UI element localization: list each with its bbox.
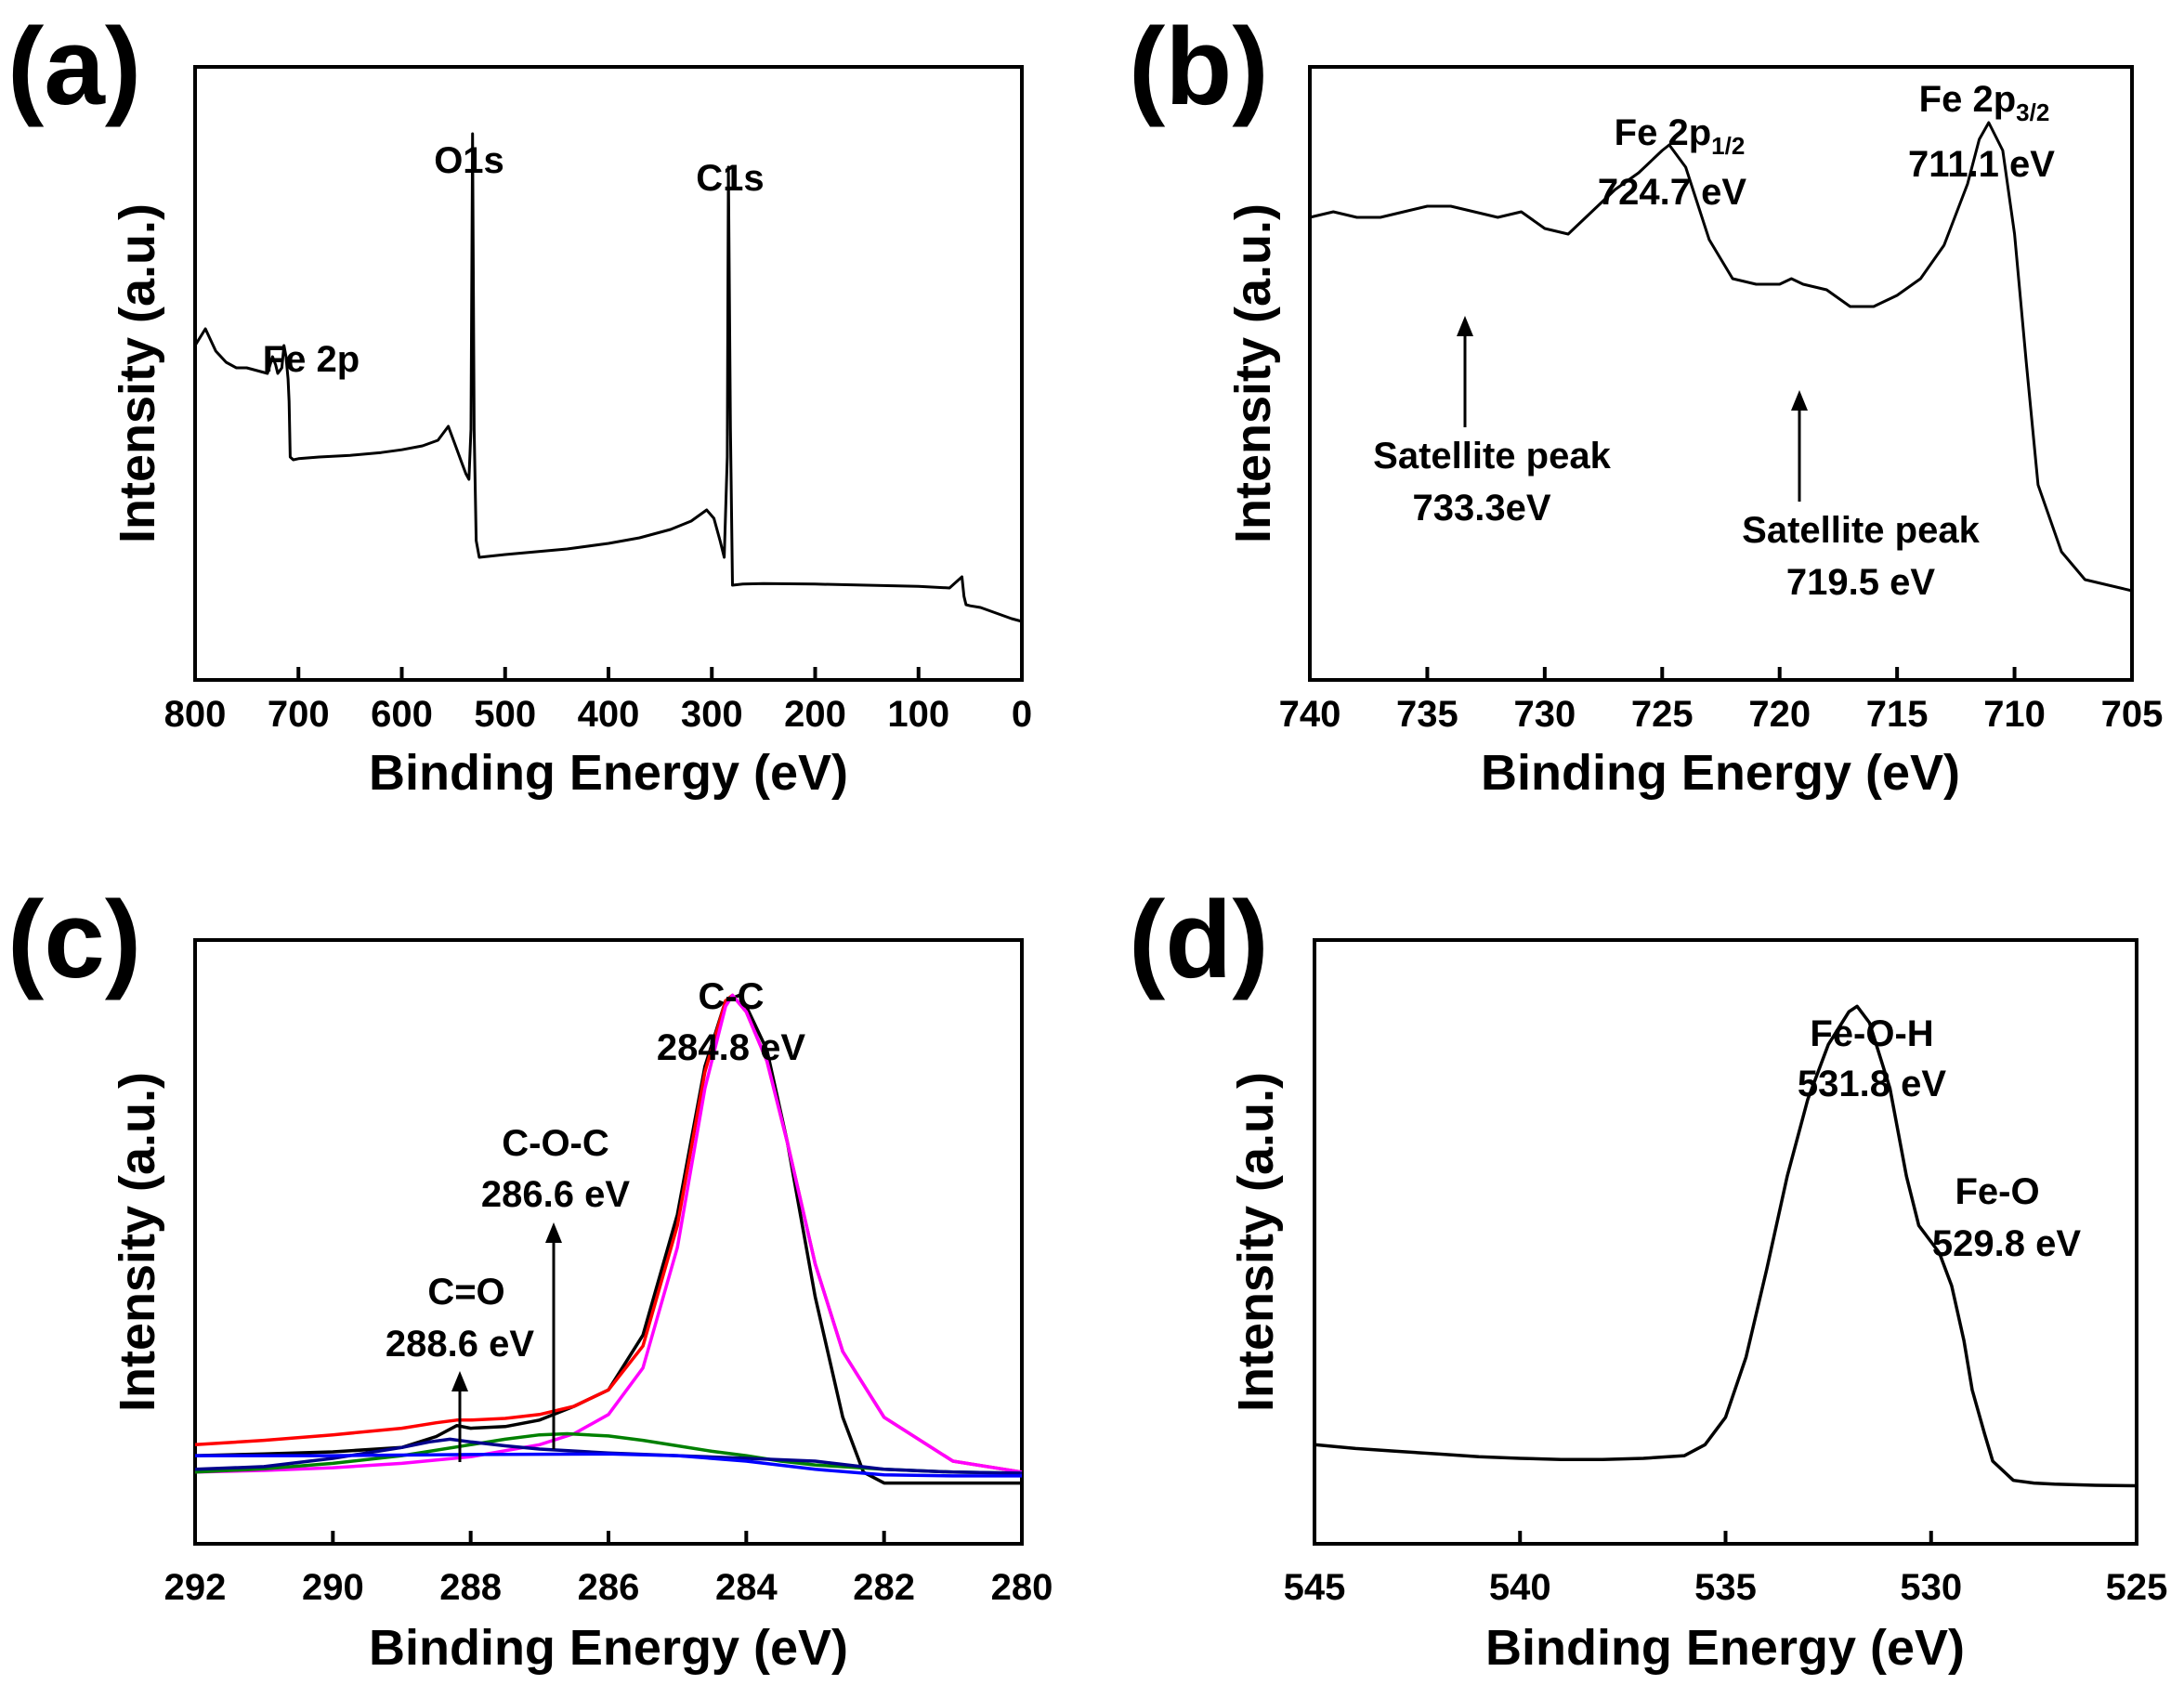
x-tick-label: 705 [2101, 694, 2164, 735]
x-tick-label: 800 [164, 694, 227, 735]
x-tick-label: 725 [1631, 694, 1694, 735]
x-axis-title-b: Binding Energy (eV) [1481, 745, 1960, 801]
x-tick-label: 284 [715, 1567, 778, 1608]
annotation-co-value: 288.6 eV [386, 1324, 534, 1365]
plot-frame-b [1308, 65, 2134, 682]
y-axis-title-b: Intensity (a.u.) [1225, 203, 1281, 543]
annotation-fe2p32: Fe 2p3/2 [1919, 79, 2050, 126]
x-tick-label: 540 [1489, 1567, 1551, 1608]
arrowhead-satellite-719 [1791, 390, 1808, 411]
y-axis-title-d: Intensity (a.u.) [1228, 1072, 1284, 1412]
x-tick-label: 200 [784, 694, 846, 735]
x-axis-title-a: Binding Energy (eV) [369, 745, 848, 801]
x-tick-label: 100 [887, 694, 949, 735]
series-line-c-o [194, 1437, 1023, 1475]
annotation-fe2p32-sub: 3/2 [2016, 98, 2049, 126]
arrowhead-coc [545, 1222, 562, 1243]
panel-label-b: (b) [1129, 6, 1269, 128]
y-axis-title-c: Intensity (a.u.) [110, 1072, 165, 1412]
annotation-coc-value: 286.6 eV [481, 1174, 630, 1215]
series-line-o-1s [1314, 1004, 2138, 1488]
x-tick-label: 535 [1694, 1567, 1757, 1608]
series-line-c-c [194, 993, 1023, 1474]
annotation-cc: C-C [698, 976, 764, 1017]
series-lines-d [1314, 1004, 2138, 1488]
x-tick-label: 720 [1748, 694, 1811, 735]
x-tick-label: 290 [302, 1567, 364, 1608]
panel-d: (d) 545 540 535 530 525 Binding Energy (eV) … [1129, 879, 2167, 1676]
x-tick-label: 730 [1513, 694, 1576, 735]
annotation-feo: Fe-O [1955, 1171, 2039, 1212]
series-line-survey [193, 132, 1023, 623]
x-tick-label: 400 [578, 694, 640, 735]
panel-c: (c) 292 290 288 286 284 282 280 Binding Energy… [7, 879, 1053, 1676]
arrowhead-satellite-733 [1457, 316, 1473, 336]
annotation-o1s: O1s [434, 140, 504, 181]
annotation-satellite-733-value: 733.3eV [1412, 488, 1550, 529]
panel-label-a: (a) [7, 6, 141, 128]
x-tick-label: 0 [1012, 694, 1032, 735]
x-axis-title-c: Binding Energy (eV) [369, 1620, 848, 1676]
x-tick-label: 280 [991, 1567, 1053, 1608]
panel-b: (b) 740 735 730 725 720 715 710 705 Binding Ene… [1129, 6, 2163, 801]
series-lines-a [193, 132, 1023, 623]
series-line-c-o-c [194, 1431, 1023, 1475]
y-axis-title-a: Intensity (a.u.) [110, 203, 165, 543]
annotation-coc: C-O-C [502, 1123, 609, 1164]
panel-label-c: (c) [7, 879, 141, 1001]
panel-label-d: (d) [1129, 879, 1269, 1001]
annotation-c1s: C1s [696, 158, 764, 199]
x-tick-label: 715 [1866, 694, 1929, 735]
annotation-fe2p: Fe 2p [263, 339, 360, 380]
series-lines-c [194, 993, 1023, 1485]
annotation-fe2p12: Fe 2p1/2 [1615, 112, 1746, 160]
series-line-fe-2p [1309, 121, 2133, 593]
x-tick-label: 735 [1396, 694, 1458, 735]
annotation-feoh-value: 531.8 eV [1798, 1064, 1946, 1104]
annotation-co: C=O [427, 1272, 504, 1313]
panel-a: (a) 800 700 600 500 400 300 200 100 0 Binding En… [7, 6, 1032, 801]
annotation-satellite-733: Satellite peak [1373, 436, 1611, 477]
x-ticks-b: 740 735 730 725 720 715 710 705 [1279, 667, 2164, 735]
x-tick-label: 525 [2106, 1567, 2168, 1608]
x-tick-label: 740 [1279, 694, 1341, 735]
annotation-fe2p32-label: Fe 2p [1919, 79, 2016, 120]
series-line-experimental [194, 993, 1022, 1485]
x-tick-label: 545 [1284, 1567, 1346, 1608]
annotation-feoh: Fe-O-H [1810, 1013, 1933, 1054]
annotation-fe2p12-value: 724.7 eV [1598, 172, 1746, 213]
x-tick-label: 700 [268, 694, 330, 735]
annotation-satellite-719-value: 719.5 eV [1786, 562, 1935, 603]
annotation-fe2p32-value: 711.1 eV [1908, 144, 2055, 185]
series-line-baseline [195, 1452, 1022, 1478]
x-tick-label: 286 [578, 1567, 640, 1608]
x-tick-label: 300 [681, 694, 743, 735]
x-axis-title-d: Binding Energy (eV) [1485, 1620, 1965, 1676]
x-tick-label: 710 [1983, 694, 2046, 735]
x-tick-label: 530 [1900, 1567, 1962, 1608]
series-lines-b [1309, 121, 2133, 593]
x-ticks-c: 292 290 288 286 284 282 280 [164, 1531, 1053, 1608]
x-ticks-d: 545 540 535 530 525 [1284, 1531, 2168, 1608]
series-line-fit-envelope [194, 993, 1023, 1474]
x-ticks-a: 800 700 600 500 400 300 200 100 0 [164, 667, 1032, 735]
annotation-satellite-719: Satellite peak [1742, 510, 1980, 551]
x-tick-label: 500 [474, 694, 536, 735]
x-tick-label: 282 [853, 1567, 915, 1608]
x-tick-label: 292 [164, 1567, 227, 1608]
x-tick-label: 288 [439, 1567, 502, 1608]
x-tick-label: 600 [371, 694, 433, 735]
annotation-feo-value: 529.8 eV [1932, 1223, 2081, 1264]
annotation-cc-value: 284.8 eV [657, 1027, 805, 1068]
arrowhead-co [451, 1371, 468, 1391]
annotation-fe2p12-label: Fe 2p [1615, 112, 1711, 153]
annotation-fe2p12-sub: 1/2 [1711, 132, 1745, 160]
